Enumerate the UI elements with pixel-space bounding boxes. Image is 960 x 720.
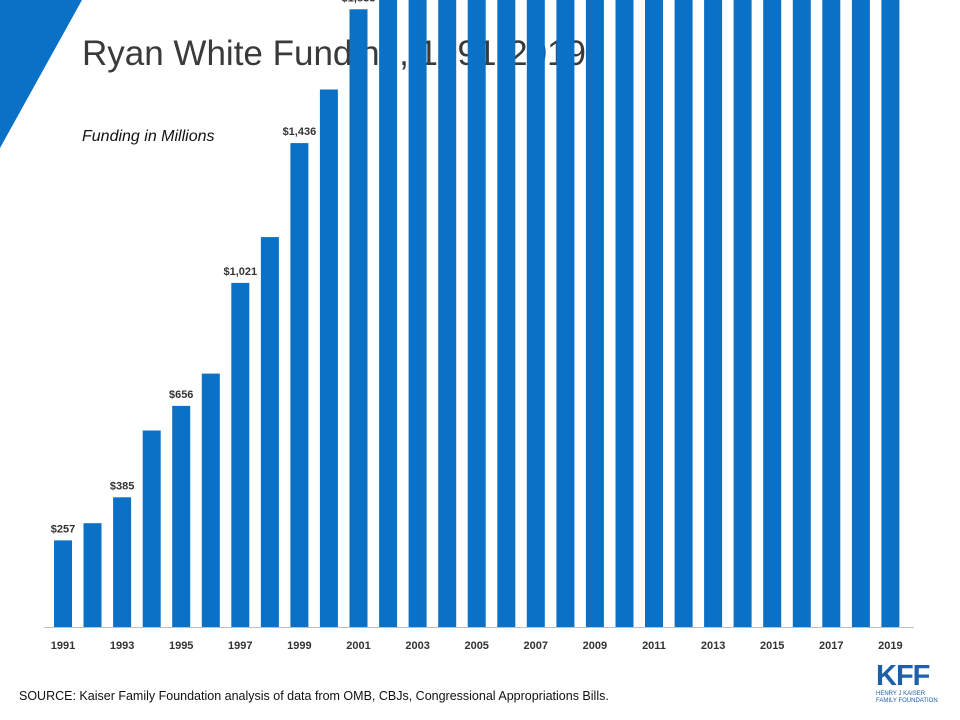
x-tick-2015: 2015 xyxy=(760,640,784,652)
bar-2009 xyxy=(585,0,604,628)
x-tick-2001: 2001 xyxy=(346,640,370,652)
x-tick-1991: 1991 xyxy=(51,640,75,652)
bar-1998 xyxy=(260,237,279,627)
x-tick-2017: 2017 xyxy=(819,640,843,652)
x-tick-2013: 2013 xyxy=(701,640,725,652)
bar-2013 xyxy=(704,0,723,628)
source-note: SOURCE: Kaiser Family Foundation analysi… xyxy=(19,689,609,703)
data-label-1991: $257 xyxy=(51,523,75,535)
data-label-2001: $1,833 xyxy=(342,0,376,4)
bar-2008 xyxy=(556,0,575,627)
bar-2005 xyxy=(467,0,486,627)
logo-line-1: HENRY J KAISER xyxy=(876,691,926,697)
bar-1993 xyxy=(113,497,132,627)
bar-1997 xyxy=(231,282,250,627)
data-label-1999: $1,436 xyxy=(283,126,317,138)
bar-1995 xyxy=(172,405,191,627)
data-label-1997: $1,021 xyxy=(223,266,257,278)
x-tick-1999: 1999 xyxy=(287,640,311,652)
x-tick-2019: 2019 xyxy=(878,640,902,652)
x-tick-1997: 1997 xyxy=(228,640,252,652)
bar-2015 xyxy=(763,0,782,627)
bar-1999 xyxy=(290,143,309,627)
bar-2003 xyxy=(408,0,427,627)
x-tick-2005: 2005 xyxy=(464,640,488,652)
bar-2000 xyxy=(319,89,338,627)
bar-2011 xyxy=(645,0,663,627)
logo-line-2: FAMILY FOUNDATION xyxy=(876,698,938,704)
logo-mark: KFF xyxy=(876,660,930,692)
bar-1992 xyxy=(83,523,102,627)
bar-2012 xyxy=(674,0,693,627)
bar-2002 xyxy=(379,0,398,628)
corner-accent xyxy=(0,0,82,148)
bar-2007 xyxy=(526,0,545,627)
chart-subtitle: Funding in Millions xyxy=(82,128,215,145)
bar-2016 xyxy=(792,0,811,628)
x-tick-1995: 1995 xyxy=(169,640,193,652)
bar-2018 xyxy=(851,0,870,627)
data-label-1993: $385 xyxy=(110,480,134,492)
bar-2006 xyxy=(497,0,516,627)
bar-2017 xyxy=(822,0,841,627)
corner-triangle xyxy=(0,0,82,148)
bar-2014 xyxy=(733,0,752,627)
bar-2001 xyxy=(349,9,368,628)
bar-1994 xyxy=(142,430,161,627)
kff-logo: KFF HENRY J KAISER FAMILY FOUNDATION xyxy=(876,662,946,708)
bar-1996 xyxy=(201,373,220,627)
x-tick-2009: 2009 xyxy=(583,640,607,652)
bar-2019 xyxy=(881,0,900,627)
bar-1991 xyxy=(54,540,72,627)
x-tick-2003: 2003 xyxy=(405,640,429,652)
data-label-1995: $656 xyxy=(169,389,193,401)
bar-2010 xyxy=(615,0,634,627)
x-tick-2007: 2007 xyxy=(524,640,548,652)
bar-2004 xyxy=(438,0,457,628)
x-tick-2011: 2011 xyxy=(642,640,666,652)
x-tick-1993: 1993 xyxy=(110,640,134,652)
bar-chart: $257 1991 $385 1993 $656 1995 $1,021 1997 $1,436… xyxy=(44,0,914,652)
